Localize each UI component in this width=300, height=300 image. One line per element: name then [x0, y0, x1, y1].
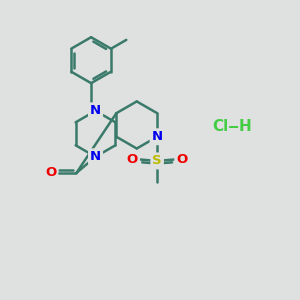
Text: S: S — [152, 154, 162, 167]
Text: N: N — [90, 104, 101, 117]
Text: N: N — [152, 130, 163, 143]
Text: Cl‒H: Cl‒H — [213, 119, 252, 134]
Text: O: O — [45, 167, 56, 179]
Text: N: N — [90, 150, 101, 163]
Text: O: O — [176, 153, 188, 166]
Text: O: O — [127, 153, 138, 166]
